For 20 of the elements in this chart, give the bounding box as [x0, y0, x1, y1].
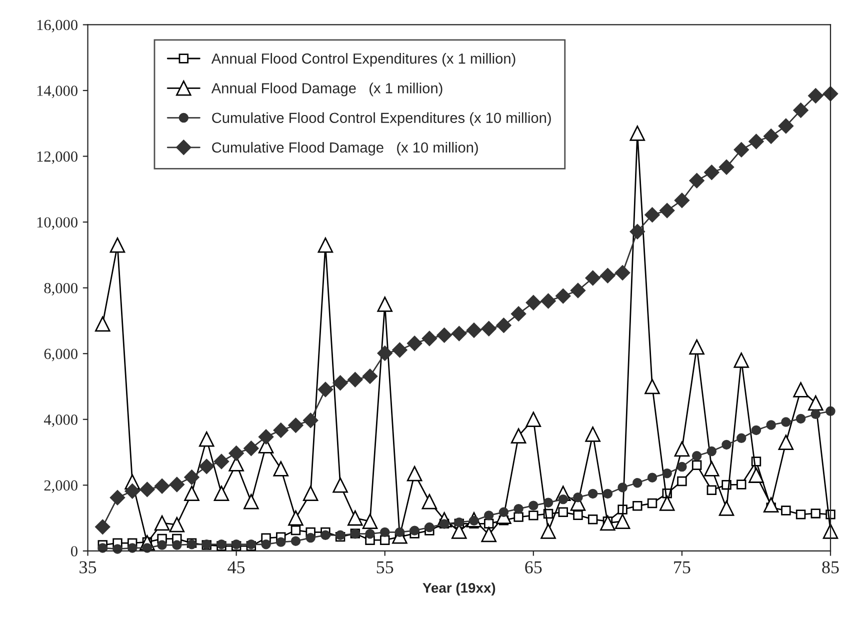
y-tick-label: 0	[70, 546, 78, 556]
y-tick-label: 2,000	[44, 480, 78, 493]
y-tick-label: 8,000	[44, 282, 78, 296]
legend-label: Cumulative Flood Control Expenditures (x 10 million)	[212, 112, 551, 126]
x-tick-label: 35	[80, 561, 96, 574]
y-tick-label: 6,000	[44, 348, 78, 362]
y-tick-label: 4,000	[44, 414, 78, 428]
y-tick-label: 16,000	[37, 20, 78, 32]
x-tick-label: 75	[674, 561, 690, 574]
x-tick-label: 85	[822, 561, 839, 574]
x-tick-label: 65	[525, 561, 542, 574]
y-tick-label: 10,000	[37, 217, 78, 230]
legend-label: Annual Flood Control Expenditures (x 1 million)	[211, 53, 516, 67]
legend-label: Annual Flood Damage (x 1 million)	[211, 82, 442, 96]
x-axis-title: Year (19xx)	[422, 582, 496, 596]
y-tick-label: 14,000	[37, 86, 78, 98]
x-tick-label: 55	[376, 561, 394, 574]
legend-label: Cumulative Flood Damage (x 10 million)	[212, 142, 478, 156]
y-tick-label: 12,000	[37, 151, 78, 164]
x-tick-label: 45	[228, 561, 245, 574]
